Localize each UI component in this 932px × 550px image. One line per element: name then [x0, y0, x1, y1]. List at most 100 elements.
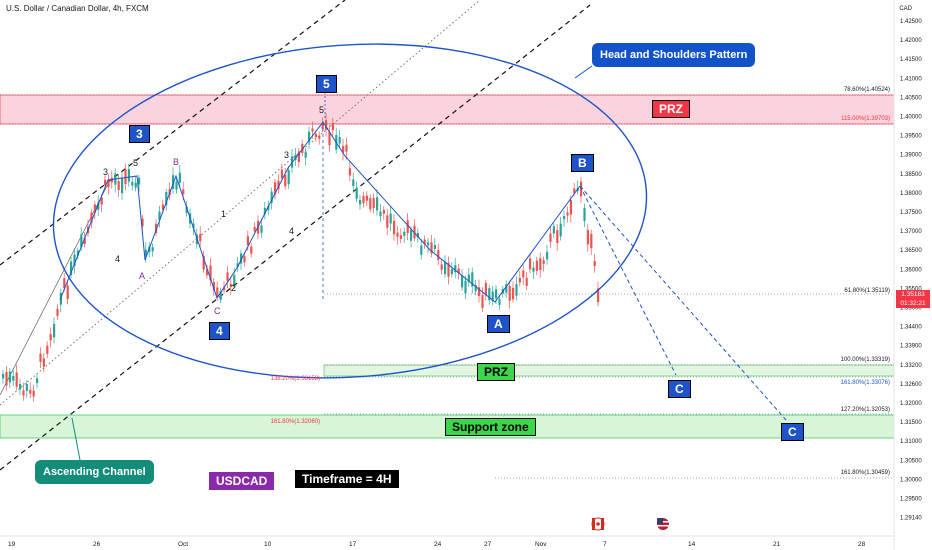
- candle-body: [365, 195, 368, 201]
- candle-body: [8, 371, 11, 383]
- candle-body: [284, 174, 287, 187]
- prz-top-zone: [0, 94, 895, 125]
- last-price-tag: 1.35183 01:32:21: [896, 290, 930, 308]
- candle-body: [444, 261, 447, 275]
- symbol-label: USDCAD: [209, 472, 275, 490]
- price-tick-label: 1.29500: [900, 497, 922, 503]
- time-tick-label: 17: [349, 541, 357, 548]
- fib-1618a-label: 161.80%(1.33076): [841, 380, 890, 386]
- price-tick-label: 1.31500: [900, 420, 922, 426]
- candle-body: [440, 264, 443, 270]
- candle-body: [29, 389, 32, 394]
- candle-body: [199, 233, 202, 242]
- candle-body: [2, 373, 5, 379]
- candle-body: [450, 269, 453, 275]
- time-tick-label: 26: [93, 541, 101, 548]
- candle-body: [328, 131, 331, 146]
- candle-body: [144, 249, 147, 257]
- candle-body: [393, 220, 396, 235]
- candle-body: [110, 177, 113, 183]
- candle-body: [178, 172, 181, 183]
- candle-body: [597, 288, 600, 303]
- candle-body: [546, 251, 549, 260]
- projection-to-c1: [579, 185, 677, 376]
- candle-body: [515, 284, 518, 296]
- price-tick-label: 1.32600: [900, 382, 922, 388]
- us-flag-icon[interactable]: [657, 518, 669, 530]
- time-tick-label: 7: [603, 541, 607, 548]
- candle-body: [508, 285, 511, 301]
- time-tick-label: 19: [8, 541, 16, 548]
- candle-body: [270, 191, 273, 203]
- wave-label-c-small: C: [214, 306, 221, 316]
- candle-body: [124, 169, 127, 184]
- candle-body: [321, 122, 324, 129]
- candle-body: [246, 236, 249, 246]
- candle-body: [83, 237, 86, 245]
- candle-body: [590, 233, 593, 249]
- fib-1618c-label: 161.80%(1.30459): [841, 470, 890, 476]
- candle-body: [127, 169, 130, 182]
- candle-body: [192, 223, 195, 229]
- candle-body: [478, 287, 481, 296]
- candle-body: [447, 262, 450, 277]
- candle-body: [151, 247, 154, 252]
- candle-body: [25, 383, 28, 391]
- candle-body: [304, 151, 307, 158]
- candle-body: [522, 270, 525, 278]
- candle-body: [121, 178, 124, 194]
- head-shoulders-ellipse: [52, 43, 648, 379]
- candle-body: [529, 258, 532, 270]
- currency-label: CAD: [899, 6, 912, 12]
- candle-body: [49, 334, 52, 341]
- fib-618-label: 61.80%(1.35119): [844, 288, 890, 294]
- wave-label-3a: 3: [103, 167, 108, 177]
- price-axis[interactable]: 1.42500 1.42000 1.41500 1.41000 1.40500 1.400…: [900, 19, 922, 522]
- candle-body: [274, 182, 277, 195]
- candle-body: [15, 372, 18, 387]
- candle-body: [433, 245, 436, 249]
- candle-body: [512, 287, 515, 300]
- prz-top-label: PRZ: [652, 100, 690, 118]
- wave-label-2: 2: [231, 283, 236, 293]
- candle-body: [117, 181, 120, 191]
- price-tick-label: 1.39000: [900, 153, 922, 159]
- candle-body: [355, 187, 358, 199]
- timeframe-label: Timeframe = 4H: [295, 470, 399, 488]
- candle-body: [233, 275, 236, 285]
- candle-body: [158, 211, 161, 221]
- price-tick-label: 1.36500: [900, 248, 922, 254]
- candle-body: [369, 198, 372, 210]
- time-tick-label: 21: [773, 541, 781, 548]
- price-tick-label: 1.30500: [900, 458, 922, 464]
- canada-flag-icon[interactable]: [591, 517, 605, 531]
- candle-body: [311, 128, 314, 132]
- candle-body: [430, 242, 433, 254]
- candle-body: [314, 133, 317, 138]
- fib-1272-label: 127.20%(1.32053): [841, 407, 890, 413]
- time-axis[interactable]: 19 26 Oct 10 17 24 27 Nov 7 14 21 28: [8, 541, 866, 548]
- candle-body: [535, 260, 538, 271]
- fib-138-label: 138.20%(1.33158): [271, 376, 320, 382]
- price-tick-label: 1.40000: [900, 115, 922, 121]
- symbol-title: U.S. Dollar / Canadian Dollar, 4h, FXCM: [6, 4, 149, 13]
- candle-body: [420, 245, 423, 255]
- price-tick-label: 1.37000: [900, 229, 922, 235]
- price-tick-label: 1.38500: [900, 172, 922, 178]
- wave-box-4: 4: [209, 322, 230, 340]
- candle-body: [542, 260, 545, 264]
- candle-body: [563, 216, 566, 220]
- wave-label-4a: 4: [115, 254, 120, 264]
- candle-body: [76, 250, 79, 256]
- candle-body: [172, 175, 175, 189]
- candle-body: [46, 345, 49, 354]
- candle-body: [182, 189, 185, 195]
- candle-body: [583, 207, 586, 222]
- candlestick-series: [2, 113, 600, 402]
- candle-body: [185, 206, 188, 213]
- candle-body: [484, 282, 487, 296]
- price-tick-label: 1.32000: [900, 401, 922, 407]
- candle-body: [223, 287, 226, 291]
- candle-body: [379, 211, 382, 217]
